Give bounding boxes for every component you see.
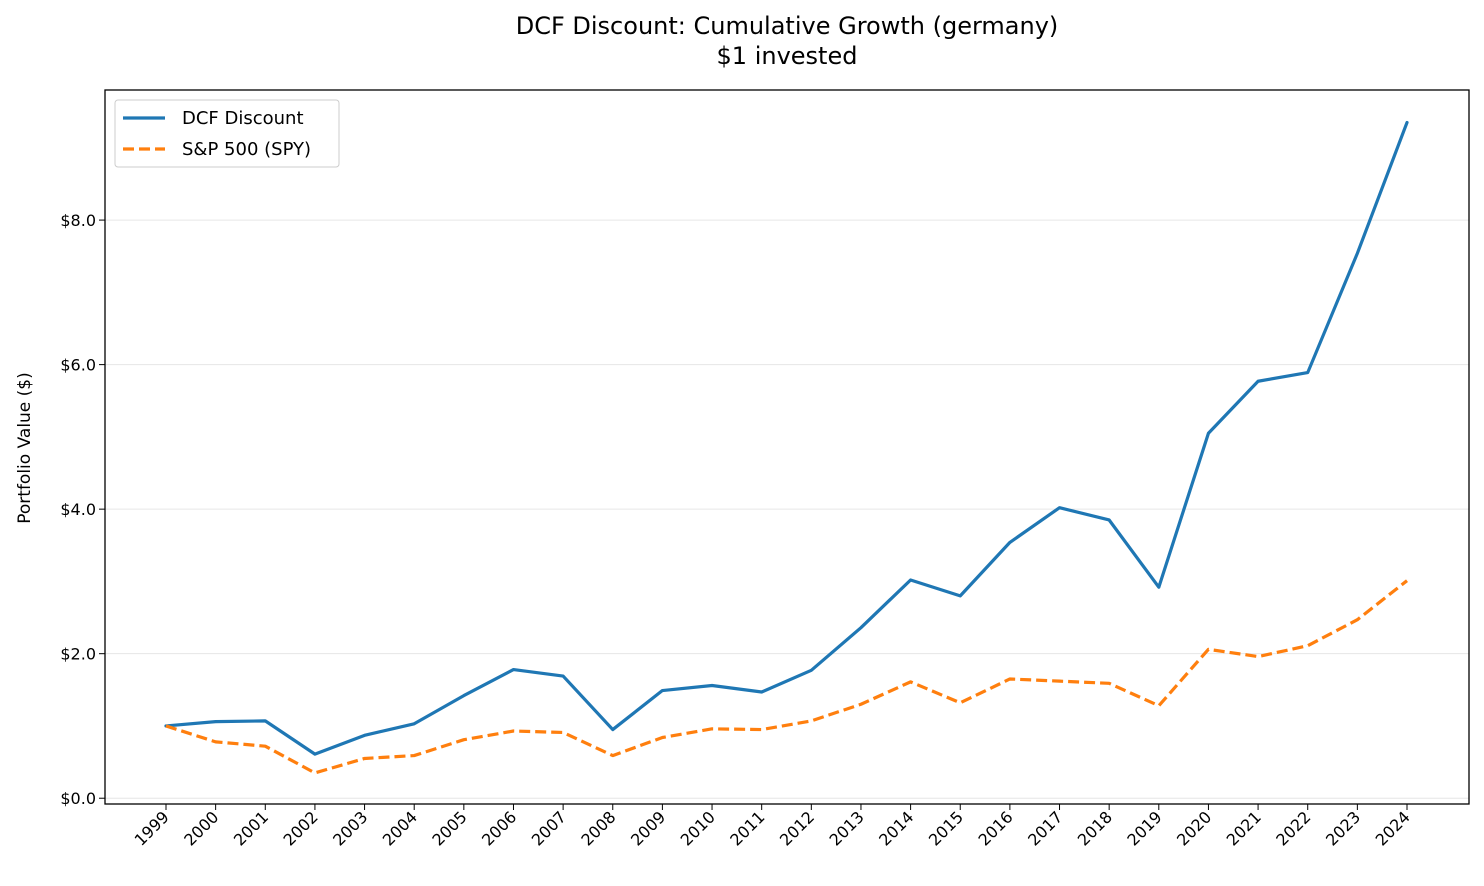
legend-label: S&P 500 (SPY) — [182, 139, 311, 160]
data-point — [859, 703, 862, 706]
y-axis: $0.0 $2.0 $4.0 $6.0 $8.0 — [60, 211, 105, 808]
x-tick-label: 2012 — [776, 807, 818, 849]
data-point — [313, 771, 316, 774]
x-tick-label: 2004 — [379, 807, 421, 849]
y-tick-label: $4.0 — [60, 500, 96, 519]
data-point — [562, 731, 565, 734]
data-point — [1058, 680, 1061, 683]
x-tick-label: 2023 — [1322, 807, 1364, 849]
data-point — [462, 694, 465, 697]
data-point — [611, 728, 614, 731]
y-tick-label: $6.0 — [60, 356, 96, 375]
x-tick-label: 2011 — [726, 807, 768, 849]
data-point — [264, 745, 267, 748]
data-point — [512, 668, 515, 671]
x-tick-label: 2007 — [528, 807, 570, 849]
x-tick-label: 2019 — [1123, 807, 1165, 849]
data-point — [363, 757, 366, 760]
plot-area-frame — [104, 89, 1470, 805]
data-point — [661, 689, 664, 692]
data-point — [1256, 380, 1259, 383]
data-point — [1356, 618, 1359, 621]
x-tick-label: 2021 — [1223, 807, 1265, 849]
legend-box — [114, 99, 340, 168]
data-point — [611, 754, 614, 757]
x-tick-label: 2001 — [230, 807, 272, 849]
data-point — [413, 754, 416, 757]
data-point — [909, 578, 912, 581]
x-tick-label: 2008 — [577, 807, 619, 849]
data-point — [1207, 432, 1210, 435]
legend: DCF Discount S&P 500 (SPY) — [114, 99, 340, 168]
data-point — [1008, 677, 1011, 680]
x-tick-label: 1999 — [131, 807, 173, 849]
series-line-sp500 — [165, 579, 1408, 775]
series-lines — [164, 120, 1409, 775]
x-tick-label: 2016 — [974, 807, 1016, 849]
data-point — [1157, 586, 1160, 589]
data-point — [214, 740, 217, 743]
data-point — [760, 690, 763, 693]
x-tick-label: 2002 — [280, 807, 322, 849]
x-tick-label: 2005 — [428, 807, 470, 849]
data-point — [661, 736, 664, 739]
data-point — [1306, 371, 1309, 374]
y-tick-label: $0.0 — [60, 789, 96, 808]
data-point — [264, 719, 267, 722]
data-point — [164, 724, 167, 727]
y-tick-label: $2.0 — [60, 645, 96, 664]
x-tick-label: 2018 — [1074, 807, 1116, 849]
data-point — [1405, 579, 1408, 582]
data-point — [710, 727, 713, 730]
data-point — [810, 669, 813, 672]
x-tick-label: 2009 — [627, 807, 669, 849]
data-point — [1157, 704, 1160, 707]
y-tick-label: $8.0 — [60, 211, 96, 230]
data-point — [363, 734, 366, 737]
x-tick-label: 2024 — [1372, 807, 1414, 849]
data-point — [313, 753, 316, 756]
legend-label: DCF Discount — [182, 108, 304, 129]
x-tick-label: 2006 — [478, 807, 520, 849]
chart-subtitle: $1 invested — [717, 42, 858, 70]
data-point — [1306, 644, 1309, 647]
x-tick-label: 2014 — [875, 807, 917, 849]
series-line-dcf-discount — [164, 120, 1409, 756]
data-point — [1058, 506, 1061, 509]
x-tick-label: 2013 — [826, 807, 868, 849]
data-point — [1356, 252, 1359, 255]
data-point — [1405, 121, 1408, 124]
data-point — [214, 720, 217, 723]
data-point — [959, 594, 962, 597]
x-axis: 1999 2000 2001 2002 2003 2004 2005 2006 2007 2008… — [131, 804, 1414, 850]
data-point — [462, 738, 465, 741]
data-point — [1108, 518, 1111, 521]
x-tick-label: 2022 — [1272, 807, 1314, 849]
y-axis-label: Portfolio Value ($) — [15, 372, 35, 524]
data-point — [1008, 541, 1011, 544]
data-point — [859, 626, 862, 629]
data-point — [710, 684, 713, 687]
data-point — [760, 728, 763, 731]
data-point — [512, 729, 515, 732]
x-tick-label: 2000 — [180, 807, 222, 849]
data-point — [909, 680, 912, 683]
x-tick-label: 2017 — [1024, 807, 1066, 849]
data-point — [562, 674, 565, 677]
x-tick-label: 2010 — [677, 807, 719, 849]
data-point — [413, 722, 416, 725]
data-point — [959, 701, 962, 704]
grid-lines — [105, 219, 1469, 799]
chart-title: DCF Discount: Cumulative Growth (germany… — [516, 12, 1059, 40]
data-point — [1207, 648, 1210, 651]
x-tick-label: 2003 — [329, 807, 371, 849]
x-tick-label: 2020 — [1173, 807, 1215, 849]
data-point — [810, 719, 813, 722]
data-point — [1256, 655, 1259, 658]
data-point — [1108, 682, 1111, 685]
x-tick-label: 2015 — [925, 807, 967, 849]
